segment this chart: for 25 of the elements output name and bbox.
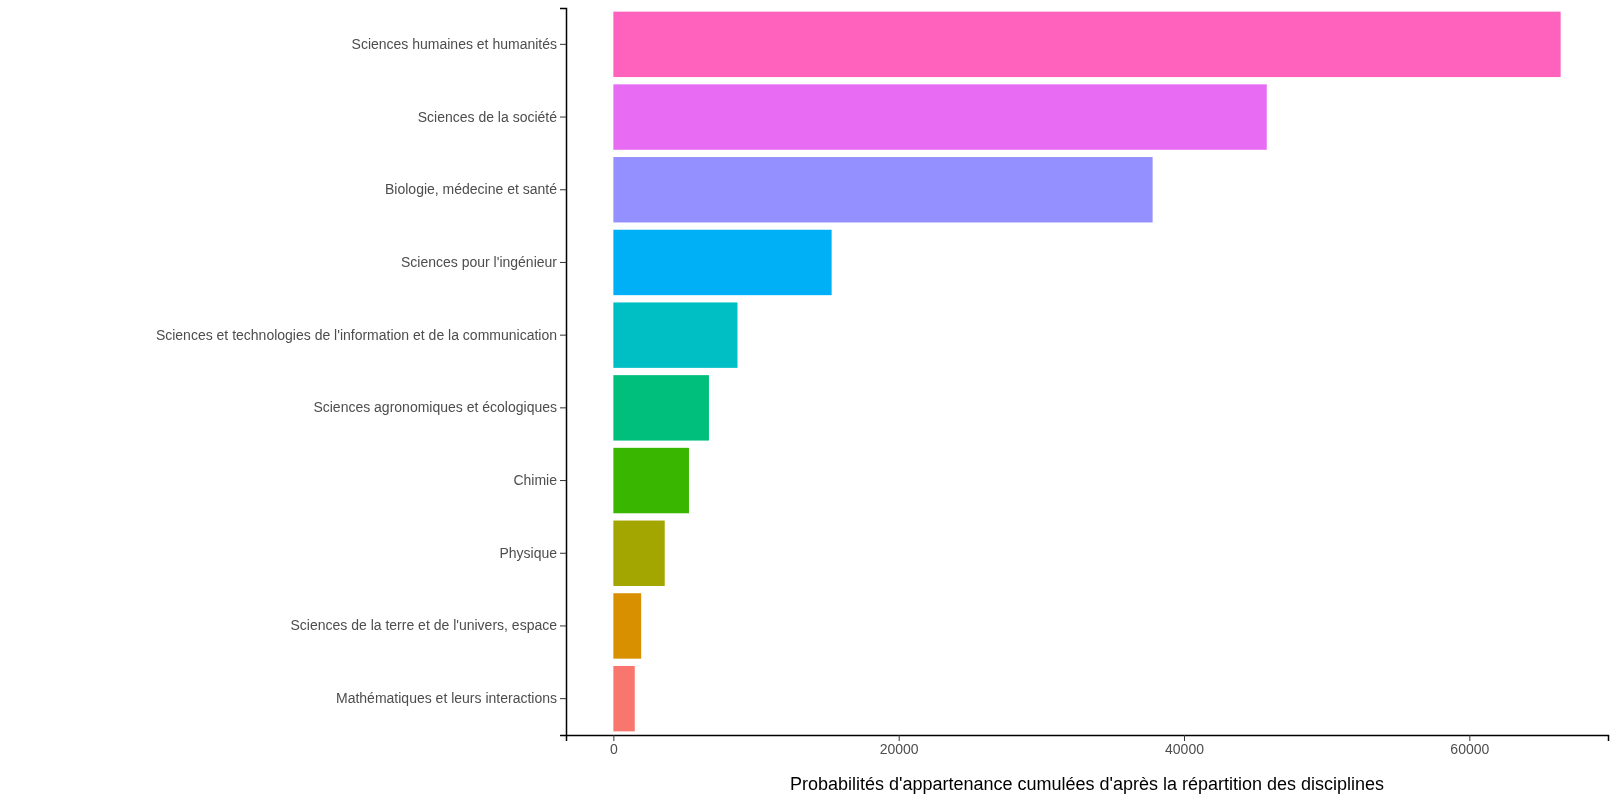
bar — [613, 157, 1153, 223]
y-tick-label: Physique — [499, 544, 558, 561]
bar — [613, 229, 832, 296]
bar — [613, 665, 635, 732]
y-tick-label: Sciences de la terre et de l'univers, espace — [290, 617, 558, 634]
y-tick-label: Biologie, médecine et santé — [385, 181, 558, 198]
y-tick-label: Sciences de la société — [417, 108, 558, 125]
bar — [613, 447, 689, 514]
y-tick-label: Sciences pour l'ingénieur — [401, 253, 558, 270]
x-tick-label: 20000 — [879, 740, 919, 757]
bar — [613, 84, 1267, 150]
bar — [613, 593, 642, 659]
bar — [613, 11, 1561, 78]
bar — [613, 520, 665, 586]
bar — [613, 375, 709, 441]
y-tick-label: Sciences humaines et humanités — [351, 35, 557, 52]
y-tick-label: Chimie — [513, 472, 558, 489]
x-tick-label: 60000 — [1450, 740, 1490, 757]
bar — [613, 302, 738, 368]
y-tick-label: Mathématiques et leurs interactions — [336, 690, 557, 707]
x-tick-label: 40000 — [1165, 740, 1205, 757]
x-tick-label: 0 — [609, 740, 618, 757]
x-axis-title: Probabilités d'appartenance cumulées d'après la répartition des disciplines — [789, 774, 1385, 794]
y-tick-label: Sciences et technologies de l'information et de la communication — [155, 326, 557, 343]
y-tick-label: Sciences agronomiques et écologiques — [313, 399, 557, 416]
